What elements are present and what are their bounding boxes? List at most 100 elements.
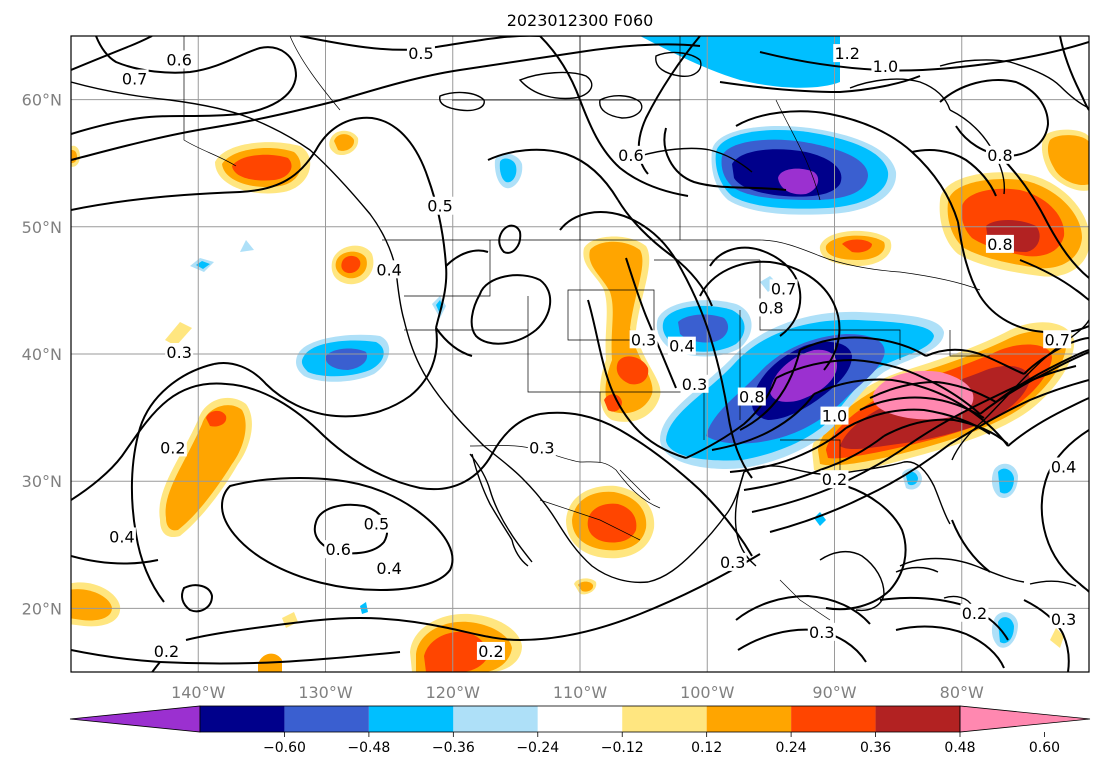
contour-label: 0.2 [154,642,179,661]
contour-label-bg [375,260,404,279]
colorbar-tick-label: 0.36 [860,740,891,756]
longitude-tick-labels: 140°W 130°W 120°W 110°W 100°W 90°W 80°W [171,683,984,702]
colorbar-extend-low [69,705,201,733]
contour-label: 0.3 [809,623,834,642]
colorbar-tick-label: −0.36 [432,740,475,756]
contour-label: 0.7 [771,279,796,298]
contour-label: 0.8 [987,146,1012,165]
contour-label-bg [476,641,505,660]
contour-label: 0.4 [669,337,694,356]
lon-tick-label: 100°W [680,683,735,702]
contour-label-bg [960,603,989,622]
lon-tick-label: 90°W [812,683,856,702]
contour-label-bg [756,298,785,317]
colorbar-tick-label: −0.60 [263,740,306,756]
lon-tick-label: 120°W [426,683,481,702]
contour-label-bg [985,145,1014,164]
contour-label-bg [667,336,696,355]
contour-label-bg [527,438,556,457]
contour-label: 0.8 [987,235,1012,254]
contour-label-bg [629,330,658,349]
map-gridlines [71,36,1089,672]
colorbar-segment [284,706,369,732]
colorbar-segment [791,706,876,732]
contour-label-bg [375,559,404,578]
contour-label: 0.4 [1051,457,1076,476]
contour-label: 0.2 [160,438,185,457]
colorbar-tick-label: −0.24 [516,740,559,756]
contour-label: 0.3 [682,375,707,394]
contour-label: 0.3 [1051,610,1076,629]
contour-label: 0.2 [822,470,847,489]
contour-label: 0.5 [408,44,433,63]
contour-label-bg [985,234,1014,253]
colorbar-outline [199,705,961,733]
contour-label-bg [406,44,435,63]
contour-label-bg [871,56,900,75]
contour-label-bg [769,279,798,298]
contour-label-bg [152,641,181,660]
contour-label: 0.6 [618,146,643,165]
contour-label-bg [718,552,747,571]
contour-label-bg [362,514,391,533]
contour-label: 0.3 [720,553,745,572]
lat-tick-label: 40°N [22,345,62,364]
colorbar-segment [875,706,960,732]
contour-label: 0.5 [364,515,389,534]
contour-label-bg [680,374,709,393]
lat-tick-label: 60°N [22,91,62,110]
contour-label: 1.0 [822,407,847,426]
contour-label: 0.6 [325,540,350,559]
colorbar-segment [706,706,792,732]
lat-tick-label: 30°N [22,472,62,491]
contour-label-bg [820,470,849,489]
colorbar-segment [537,706,623,732]
contour-label-bg [1043,330,1072,349]
lon-tick-label: 140°W [171,683,226,702]
contour-label-bg [1049,457,1078,476]
contour-label-bg [820,406,849,425]
lat-tick-label: 50°N [22,218,62,237]
colorbar: −0.60 −0.48 −0.36 −0.24 −0.12 0.12 0.24 0.36 0.4… [69,705,1091,756]
colorbar-extend-high [959,705,1091,733]
contour-label: 0.5 [427,197,452,216]
lon-tick-label: 80°W [940,683,984,702]
map-panel: 0.6 0.5 0.7 0.6 0.5 0.4 0.4 0.3 0.3 0.3 0.2 0.3 0.5 0… [71,36,1089,672]
map-title: 2023012300 F060 [507,11,654,30]
colorbar-tick-label: 0.12 [691,740,722,756]
contour-lines [71,36,1089,672]
contour-label-bg [1049,610,1078,629]
contour-label: 1.0 [873,57,898,76]
map-frame [70,35,1090,673]
lat-tick-label: 20°N [22,599,62,618]
contour-label-bg [120,69,149,88]
lon-tick-label: 130°W [298,683,353,702]
contour-label: 0.3 [529,438,554,457]
contour-label-bg [833,44,862,63]
contour-label: 0.8 [758,298,783,317]
contour-label: 0.7 [122,70,147,89]
contour-label: 0.3 [631,330,656,349]
colorbar-segment [368,706,454,732]
contour-label-bg [807,622,836,641]
colorbar-tick-label: 0.60 [1029,740,1060,756]
contour-label-bg [165,343,194,361]
latitude-tick-labels: 20°N 30°N 40°N 50°N 60°N [22,91,62,619]
colorbar-tick-label: −0.12 [601,740,644,756]
contour-label: 0.4 [376,559,401,578]
colorbar-tick-label: 0.48 [944,740,975,756]
lon-tick-label: 110°W [553,683,608,702]
contour-label: 0.4 [109,527,134,546]
contour-label-bg [426,196,455,215]
contour-label: 0.2 [962,604,987,623]
colorbar-segment [200,706,285,732]
contour-label: 0.7 [1044,330,1069,349]
colorbar-segment [622,706,707,732]
contour-label: 0.8 [739,388,764,407]
contour-label-bg [158,438,187,457]
colorbar-tick-label: −0.48 [347,740,390,756]
contour-label: 0.4 [376,260,401,279]
colorbar-tick-label: 0.24 [776,740,807,756]
political-borders [183,36,990,621]
